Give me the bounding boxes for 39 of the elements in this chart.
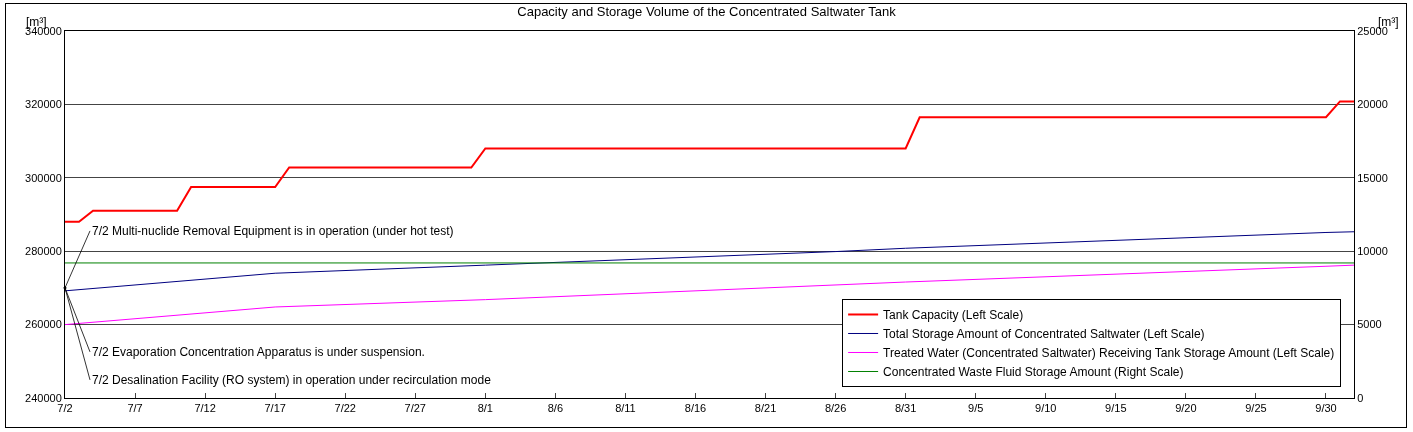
- y-tick-label: 320000: [25, 98, 62, 111]
- x-tick-label: 9/15: [1105, 402, 1127, 415]
- annotation: 7/2 Evaporation Concentration Apparatus is under suspension.: [92, 345, 425, 359]
- y2-tick-label: 10000: [1357, 245, 1388, 258]
- legend-label: Treated Water (Concentrated Saltwater) Receiving Tank Storage Amount (Left Scale): [883, 346, 1335, 361]
- x-tick-label: 7/27: [404, 402, 426, 415]
- x-tick-label: 8/16: [684, 402, 707, 415]
- x-tick-label: 8/6: [547, 402, 564, 415]
- line-series: [65, 100, 1354, 223]
- y-tick-label: 300000: [25, 171, 62, 184]
- x-tick-label: 7/12: [194, 402, 216, 415]
- x-tick-label: 8/26: [824, 402, 847, 415]
- x-tick-label: 9/30: [1315, 402, 1337, 415]
- x-tick-label: 7/22: [334, 402, 356, 415]
- y2-tick-label: 20000: [1357, 98, 1388, 111]
- x-tick-label: 7/2: [57, 402, 73, 415]
- y2-tick-label: 5000: [1357, 318, 1382, 331]
- x-tick-label: 8/21: [754, 402, 777, 415]
- y2-tick-label: 15000: [1357, 171, 1388, 184]
- legend-label: Concentrated Waste Fluid Storage Amount (Right Scale): [883, 365, 1184, 380]
- y2-tick-label: 0: [1357, 391, 1364, 404]
- annotation: 7/2 Multi-nuclide Removal Equipment is in operation (under hot test): [92, 224, 454, 238]
- legend-label: Tank Capacity (Left Scale): [883, 308, 1024, 323]
- y-tick-label: 240000: [25, 391, 62, 404]
- x-tick-label: 9/20: [1175, 402, 1197, 415]
- x-tick-label: 9/5: [968, 402, 984, 415]
- x-tick-label: 7/17: [264, 402, 286, 415]
- chart-title: Capacity and Storage Volume of the Concentrated Saltwater Tank: [517, 3, 897, 19]
- x-tick-label: 9/25: [1245, 402, 1267, 415]
- x-tick-label: 8/11: [615, 402, 636, 415]
- x-tick-label: 8/31: [894, 402, 917, 415]
- x-tick-label: 8/1: [477, 402, 493, 415]
- legend-label: Total Storage Amount of Concentrated Saltwater (Left Scale): [883, 327, 1205, 342]
- annotation: 7/2 Desalination Facility (RO system) in operation under recirculation mode: [92, 373, 492, 387]
- y-tick-label: 280000: [25, 245, 62, 258]
- x-tick-label: 9/10: [1035, 402, 1057, 415]
- y-tick-label: 260000: [25, 318, 62, 331]
- x-tick-label: 7/7: [127, 402, 143, 415]
- line-series: [65, 264, 1354, 326]
